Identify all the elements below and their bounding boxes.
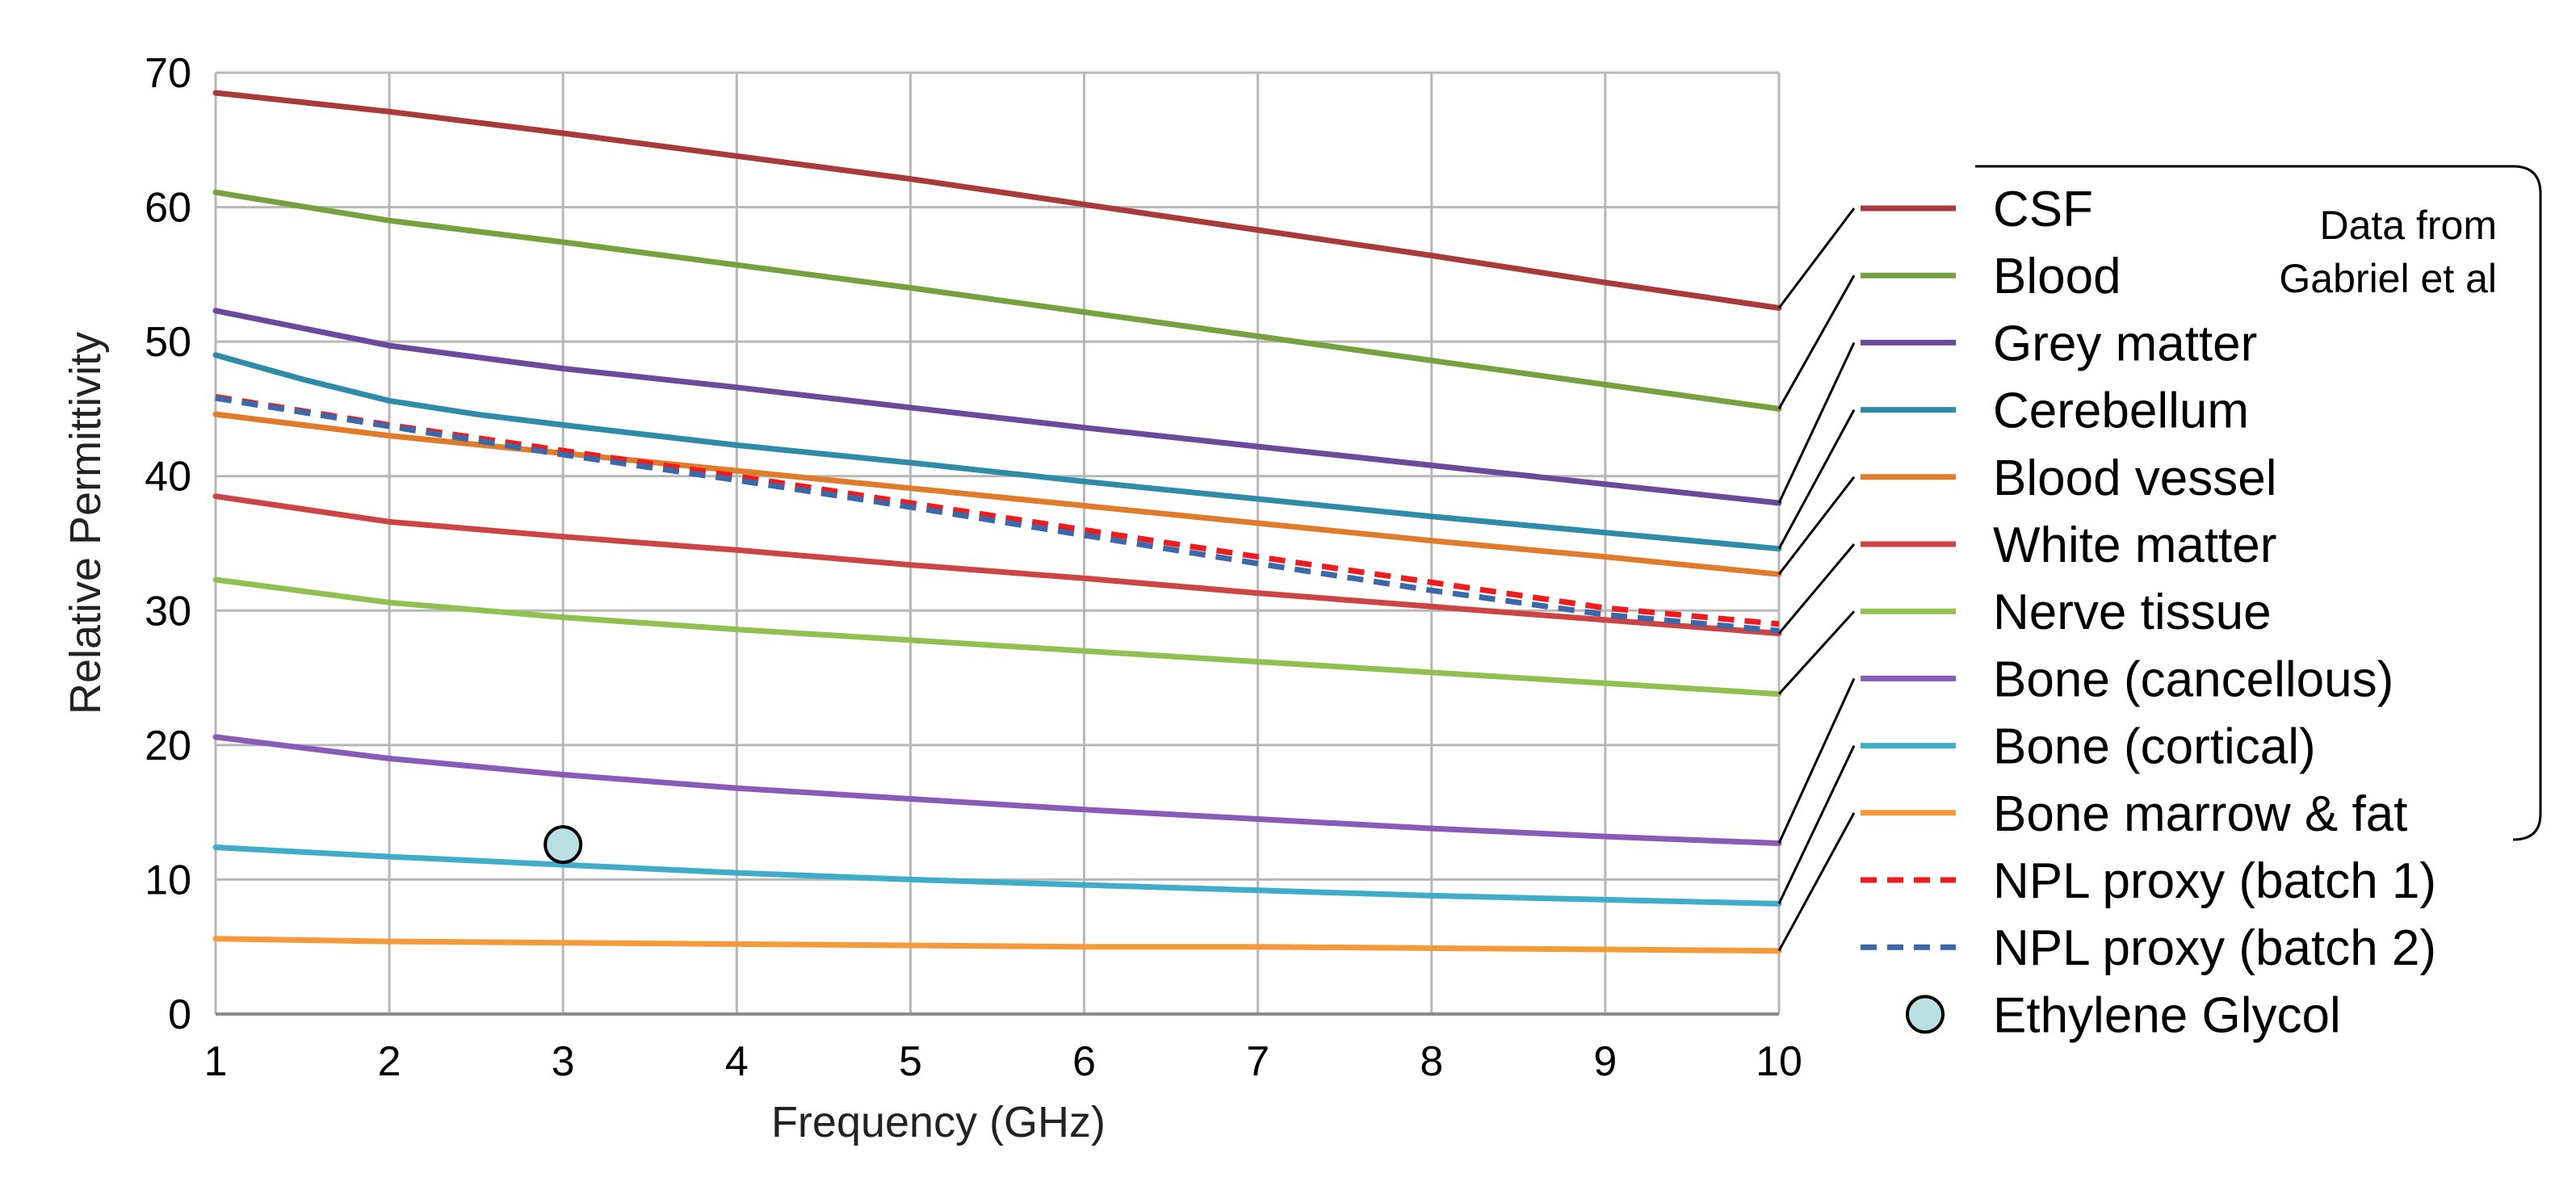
legend-label-bone-marrow-fat: Bone marrow & fat bbox=[1993, 786, 2407, 842]
gabriel-note: Data from Gabriel et al bbox=[2279, 203, 2497, 301]
series-line-npl-proxy-batch-1 bbox=[215, 393, 1780, 627]
series-line-white-matter bbox=[212, 493, 1782, 637]
legend-connector-bone-cancellous bbox=[1777, 677, 1856, 844]
x-tick-5: 5 bbox=[899, 1038, 922, 1085]
x-tick-10: 10 bbox=[1756, 1038, 1802, 1085]
grid-lines bbox=[214, 71, 1781, 1016]
legend-connector-white-matter bbox=[1777, 543, 1856, 635]
x-tick-4: 4 bbox=[725, 1038, 749, 1085]
x-tick-2: 2 bbox=[378, 1038, 401, 1085]
series-line-grey-matter bbox=[212, 308, 1782, 506]
data-point-ethylene-glycol bbox=[543, 825, 583, 865]
y-tick-labels: 0 10 20 30 40 50 60 70 bbox=[145, 50, 191, 1038]
x-tick-labels: 1 2 3 4 5 6 7 8 9 10 bbox=[204, 1038, 1802, 1085]
legend-label-bone-cancellous: Bone (cancellous) bbox=[1993, 652, 2393, 707]
x-tick-8: 8 bbox=[1420, 1038, 1443, 1085]
x-tick-3: 3 bbox=[552, 1038, 575, 1085]
y-tick-60: 60 bbox=[145, 185, 191, 232]
legend-label-csf: CSF bbox=[1993, 182, 2093, 237]
series-line-npl-proxy-batch-2 bbox=[215, 395, 1780, 634]
series-line-bone-cortical bbox=[212, 844, 1782, 907]
series-line-blood-vessel bbox=[212, 411, 1782, 577]
legend: CSF Blood Grey matter Cerebellum Blood vesse… bbox=[1861, 182, 2436, 1043]
y-tick-70: 70 bbox=[145, 50, 191, 97]
legend-connector-csf bbox=[1777, 207, 1856, 309]
legend-connector-blood-vessel bbox=[1777, 476, 1856, 576]
legend-marker-ethylene-glycol bbox=[1906, 995, 1945, 1034]
y-tick-0: 0 bbox=[168, 991, 191, 1038]
x-tick-6: 6 bbox=[1072, 1038, 1096, 1085]
y-tick-10: 10 bbox=[145, 857, 191, 903]
legend-label-blood: Blood bbox=[1993, 249, 2121, 304]
legend-connector-cerebellum bbox=[1777, 409, 1856, 550]
series-line-nerve-tissue bbox=[212, 576, 1782, 698]
y-tick-50: 50 bbox=[145, 319, 191, 366]
y-tick-40: 40 bbox=[145, 454, 191, 501]
y-tick-20: 20 bbox=[145, 723, 191, 769]
legend-label-cerebellum: Cerebellum bbox=[1993, 383, 2249, 439]
x-tick-1: 1 bbox=[204, 1038, 228, 1085]
series-line-blood bbox=[212, 189, 1782, 412]
series-line-cerebellum bbox=[212, 352, 1782, 552]
series-line-bone-cancellous bbox=[212, 734, 1782, 846]
legend-connector-nerve-tissue bbox=[1777, 610, 1856, 695]
legend-label-npl-proxy-batch-2: NPL proxy (batch 2) bbox=[1993, 920, 2436, 976]
legend-label-nerve-tissue: Nerve tissue bbox=[1993, 585, 2272, 640]
legend-connector-bone-cortical bbox=[1777, 744, 1856, 905]
legend-label-blood-vessel: Blood vessel bbox=[1993, 451, 2277, 506]
legend-label-grey-matter: Grey matter bbox=[1993, 316, 2257, 371]
legend-connectors bbox=[1777, 207, 1856, 952]
legend-connector-blood bbox=[1777, 274, 1856, 410]
series-line-bone-marrow-fat bbox=[212, 936, 1782, 954]
legend-label-bone-cortical: Bone (cortical) bbox=[1993, 719, 2316, 775]
legend-label-white-matter: White matter bbox=[1993, 518, 2276, 573]
y-axis-title: Relative Permittivity bbox=[61, 332, 110, 715]
gabriel-bracket bbox=[1975, 165, 2542, 841]
x-tick-7: 7 bbox=[1246, 1038, 1269, 1085]
legend-connector-bone-marrow-fat bbox=[1777, 812, 1856, 952]
legend-connector-grey-matter bbox=[1777, 342, 1856, 504]
legend-label-npl-proxy-batch-1: NPL proxy (batch 1) bbox=[1993, 853, 2436, 909]
series-lines bbox=[212, 90, 1782, 954]
legend-label-ethylene-glycol: Ethylene Glycol bbox=[1993, 987, 2341, 1043]
x-tick-9: 9 bbox=[1593, 1038, 1617, 1085]
y-tick-30: 30 bbox=[145, 588, 191, 635]
series-line-csf bbox=[212, 90, 1782, 311]
x-axis-title: Frequency (GHz) bbox=[771, 1098, 1105, 1146]
